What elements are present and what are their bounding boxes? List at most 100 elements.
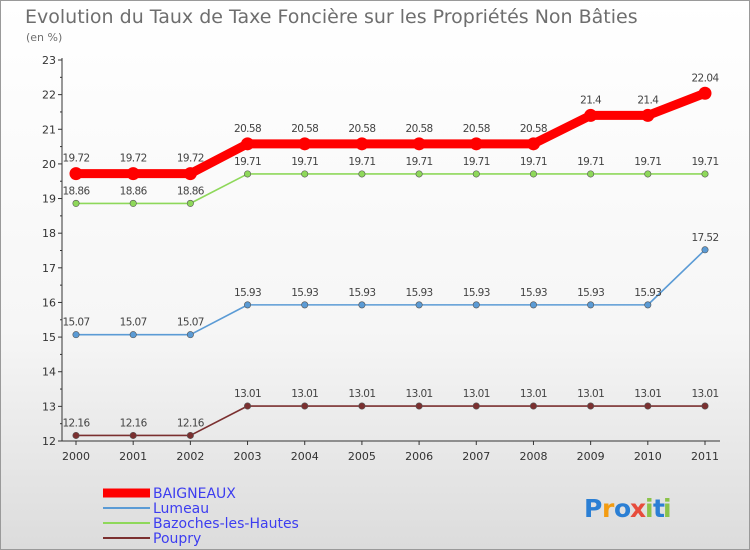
data-label-lumeau: 15.93 — [291, 287, 318, 299]
data-label-baigneaux: 20.58 — [291, 123, 318, 135]
legend-label-bazoches-les-hautes: Bazoches-les-Hautes — [153, 516, 299, 532]
y-tick-label: 22 — [42, 89, 56, 102]
x-tick-label: 2007 — [462, 450, 490, 463]
data-point-lumeau — [301, 301, 309, 309]
data-point-poupry — [587, 402, 595, 410]
data-label-poupry: 13.01 — [463, 388, 490, 400]
data-label-bazoches-les-hautes: 19.71 — [406, 156, 433, 168]
x-tick-label: 2009 — [577, 450, 605, 463]
data-point-lumeau — [701, 246, 709, 254]
data-point-baigneaux — [412, 137, 426, 151]
data-point-lumeau — [587, 301, 595, 309]
series-line-baigneaux — [71, 88, 710, 179]
legend-label-lumeau: Lumeau — [153, 501, 209, 517]
x-tick-label: 2011 — [691, 450, 719, 463]
data-point-lumeau — [644, 301, 652, 309]
data-point-lumeau — [129, 331, 137, 339]
data-label-lumeau: 15.07 — [120, 317, 147, 329]
data-point-poupry — [644, 402, 652, 410]
series-line-lumeau — [75, 249, 706, 336]
data-point-poupry — [529, 402, 537, 410]
data-label-lumeau: 15.93 — [577, 287, 604, 299]
logo-letter: P — [584, 494, 602, 523]
data-point-poupry — [244, 402, 252, 410]
data-point-poupry — [186, 431, 194, 439]
data-label-bazoches-les-hautes: 19.71 — [577, 156, 604, 168]
data-label-bazoches-les-hautes: 19.71 — [348, 156, 375, 168]
data-point-bazoches-les-hautes — [186, 199, 194, 207]
data-point-poupry — [472, 402, 480, 410]
data-point-baigneaux — [241, 137, 255, 151]
data-point-baigneaux — [469, 137, 483, 151]
data-label-bazoches-les-hautes: 19.71 — [234, 156, 261, 168]
data-label-lumeau: 15.07 — [62, 317, 89, 329]
data-point-bazoches-les-hautes — [529, 170, 537, 178]
axes: 12 13 14 15 16 17 18 19 20 21 22 23 2000 2001 2002 2003… — [42, 54, 720, 463]
y-tick-label: 12 — [42, 435, 56, 448]
data-point-poupry — [415, 402, 423, 410]
x-tick-label: 2000 — [62, 450, 90, 463]
data-label-baigneaux: 21.4 — [637, 94, 659, 106]
y-tick-label: 14 — [42, 366, 56, 379]
series-line-poupry — [75, 405, 706, 437]
data-label-baigneaux: 20.58 — [406, 123, 433, 135]
data-point-lumeau — [358, 301, 366, 309]
chart-subtitle: (en %) — [26, 31, 62, 44]
data-point-bazoches-les-hautes — [72, 199, 80, 207]
data-point-baigneaux — [584, 108, 598, 122]
data-point-poupry — [701, 402, 709, 410]
data-point-baigneaux — [298, 137, 312, 151]
logo-letter: t — [653, 494, 665, 523]
data-point-lumeau — [472, 301, 480, 309]
x-tick-label: 2008 — [519, 450, 547, 463]
data-point-bazoches-les-hautes — [358, 170, 366, 178]
data-label-baigneaux: 19.72 — [120, 153, 147, 165]
chart-title: Evolution du Taux de Taxe Foncière sur l… — [25, 6, 638, 28]
data-label-bazoches-les-hautes: 18.86 — [120, 185, 148, 197]
data-label-lumeau: 15.93 — [634, 287, 661, 299]
data-point-poupry — [358, 402, 366, 410]
x-tick-label: 2010 — [634, 450, 662, 463]
data-point-lumeau — [415, 301, 423, 309]
data-label-poupry: 13.01 — [634, 388, 661, 400]
data-point-bazoches-les-hautes — [301, 170, 309, 178]
y-tick-label: 17 — [42, 262, 56, 275]
x-tick-label: 2001 — [119, 450, 147, 463]
data-label-baigneaux: 19.72 — [177, 153, 204, 165]
data-label-baigneaux: 21.4 — [580, 94, 602, 106]
data-point-bazoches-les-hautes — [587, 170, 595, 178]
data-point-bazoches-les-hautes — [415, 170, 423, 178]
data-label-baigneaux: 20.58 — [520, 123, 547, 135]
data-label-bazoches-les-hautes: 19.71 — [520, 156, 547, 168]
data-label-poupry: 13.01 — [691, 388, 718, 400]
data-label-poupry: 13.01 — [291, 388, 318, 400]
data-label-bazoches-les-hautes: 18.86 — [62, 185, 90, 197]
data-point-lumeau — [244, 301, 252, 309]
data-point-poupry — [129, 431, 137, 439]
y-tick-label: 20 — [42, 158, 56, 171]
x-tick-label: 2004 — [291, 450, 319, 463]
logo-letter: o — [614, 494, 631, 523]
legend-label-baigneaux: BAIGNEAUX — [153, 486, 236, 502]
data-label-lumeau: 17.52 — [691, 232, 718, 244]
data-label-poupry: 13.01 — [406, 388, 433, 400]
y-tick-label: 23 — [42, 54, 56, 67]
data-point-baigneaux — [526, 137, 540, 151]
data-label-poupry: 12.16 — [177, 417, 205, 429]
data-point-bazoches-les-hautes — [129, 199, 137, 207]
data-point-baigneaux — [641, 108, 655, 122]
data-point-baigneaux — [698, 86, 712, 100]
series-line-bazoches-les-hautes — [75, 173, 706, 205]
data-point-bazoches-les-hautes — [701, 170, 709, 178]
data-labels: 12.16 12.16 12.16 13.01 13.01 13.01 13.01 13.01… — [62, 72, 720, 429]
data-label-bazoches-les-hautes: 19.71 — [291, 156, 318, 168]
x-tick-label: 2005 — [348, 450, 376, 463]
data-point-poupry — [301, 402, 309, 410]
data-label-baigneaux: 20.58 — [348, 123, 375, 135]
data-point-poupry — [72, 431, 80, 439]
data-point-lumeau — [529, 301, 537, 309]
data-label-lumeau: 15.93 — [520, 287, 547, 299]
x-tick-label: 2003 — [234, 450, 262, 463]
y-tick-label: 18 — [42, 227, 56, 240]
